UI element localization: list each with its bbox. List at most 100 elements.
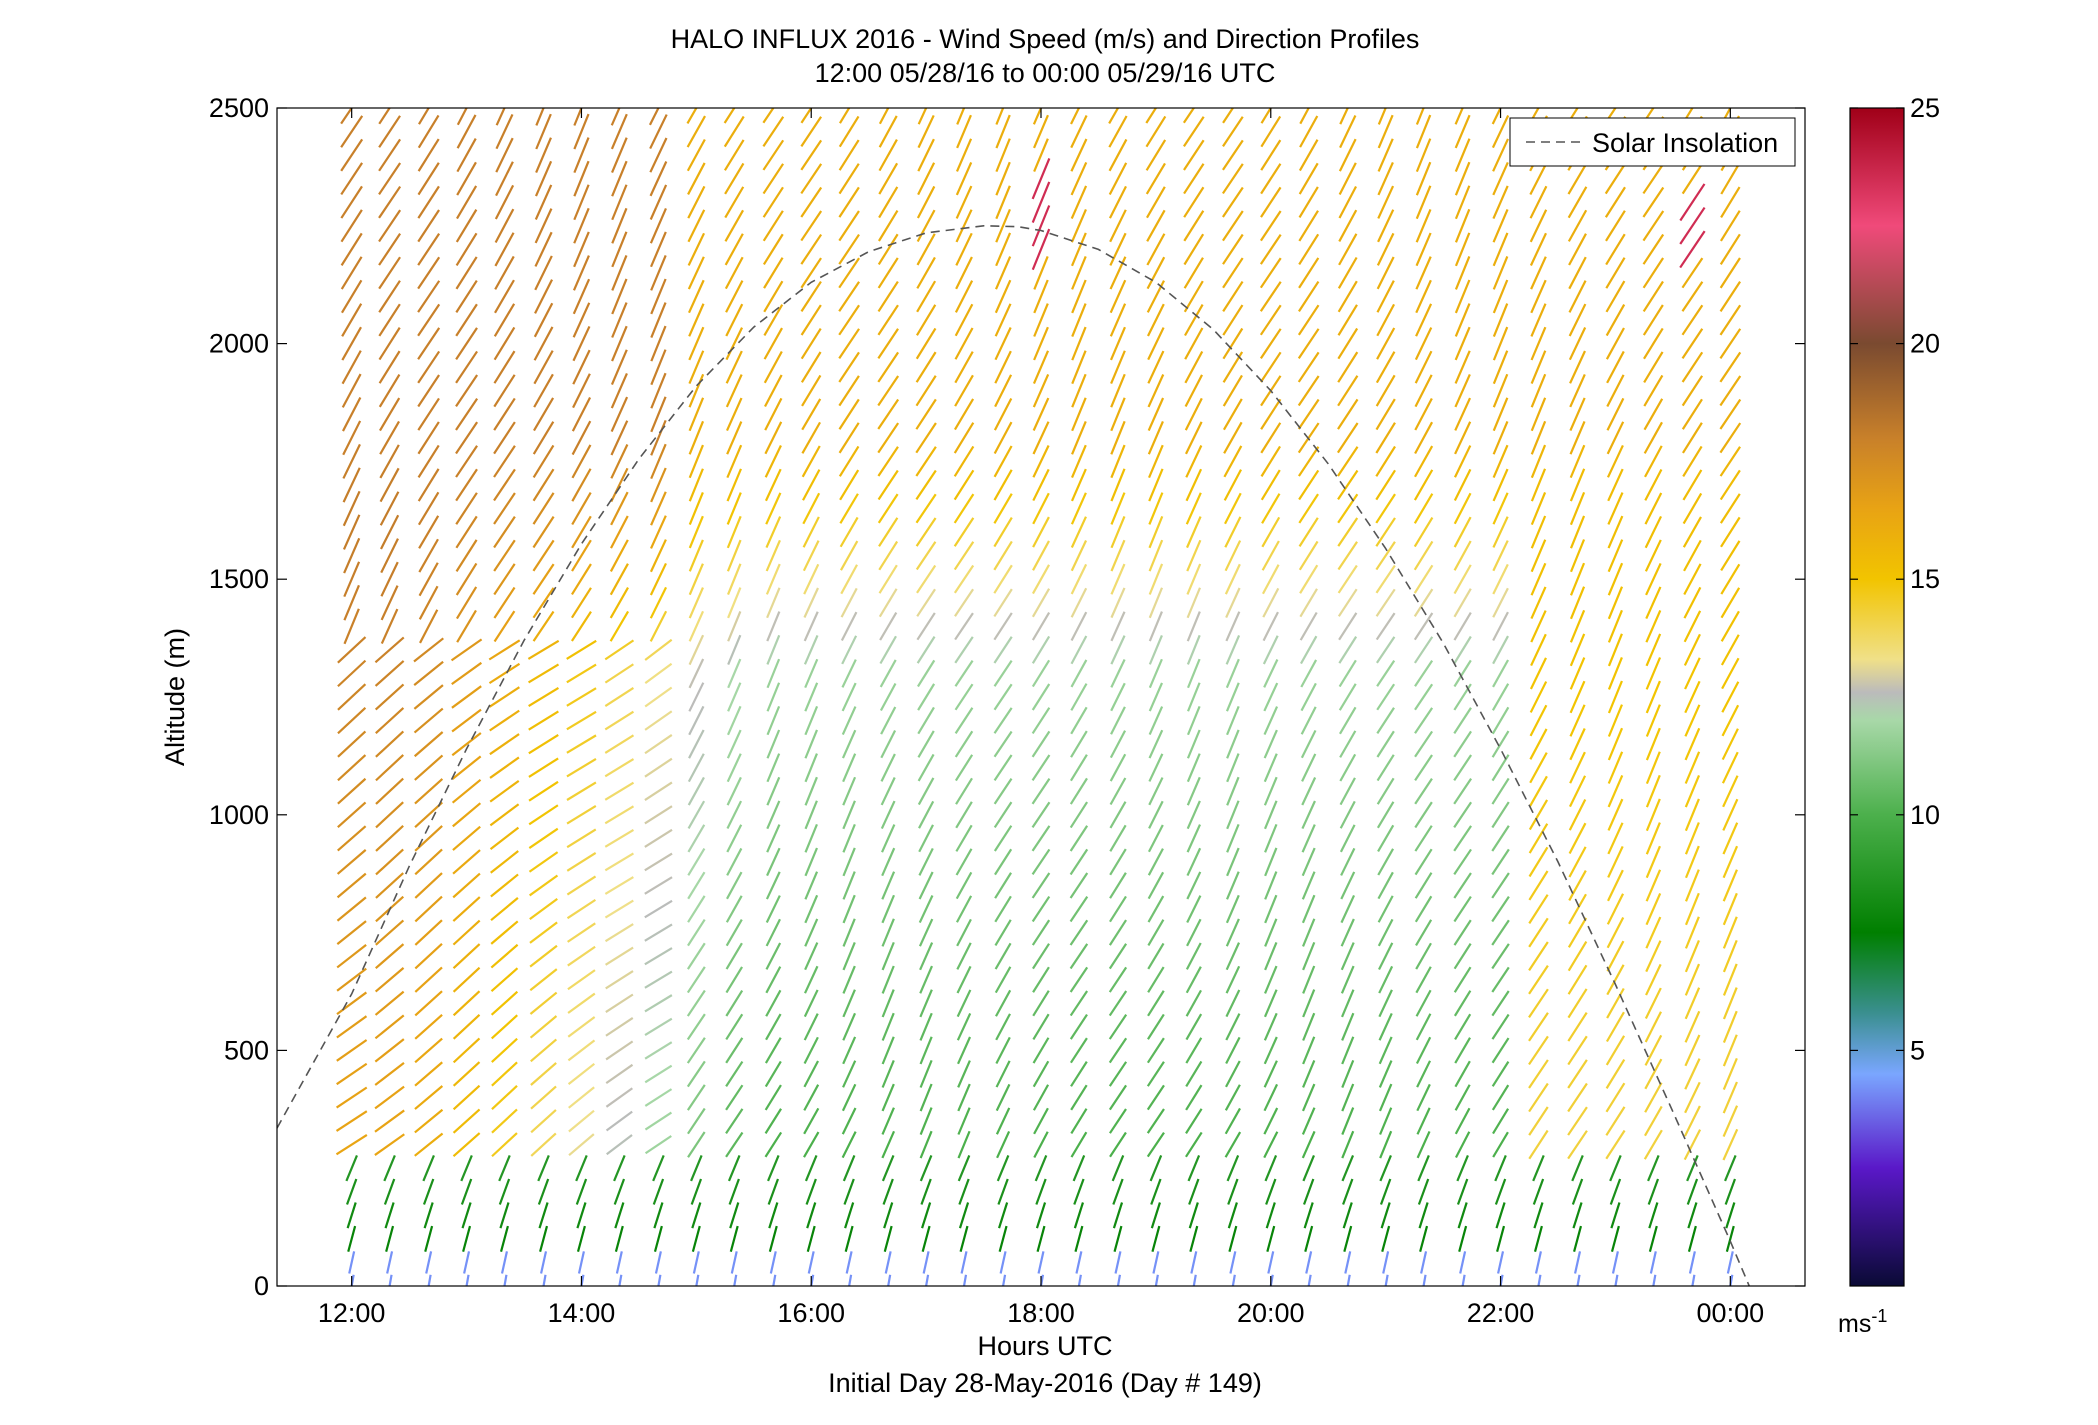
wind-barb <box>1263 706 1279 735</box>
wind-barb <box>918 847 934 876</box>
wind-barb <box>1605 1058 1626 1089</box>
wind-barb <box>1225 989 1241 1018</box>
wind-barb <box>1108 138 1128 172</box>
wind-barb <box>611 302 628 338</box>
wind-barb <box>1301 871 1316 900</box>
wind-barb <box>1568 327 1587 361</box>
wind-barb <box>762 233 784 266</box>
wind-barb <box>1530 468 1547 502</box>
wind-barb <box>413 707 444 734</box>
wind-barb <box>1339 706 1357 735</box>
wind-barb <box>1528 846 1549 878</box>
wind-barb <box>838 115 860 148</box>
wind-barb <box>1031 683 1051 711</box>
wind-barb <box>1683 1105 1701 1137</box>
wind-barb <box>1145 108 1158 124</box>
wind-barb <box>1453 825 1472 852</box>
y-tick-label: 2500 <box>209 93 269 123</box>
wind-barb <box>375 730 405 758</box>
wind-barb <box>995 161 1011 196</box>
wind-barb <box>1683 633 1701 666</box>
wind-barb <box>954 612 974 641</box>
wind-barb <box>1300 729 1317 759</box>
wind-barb <box>1529 209 1548 243</box>
colorbar-unit-exponent: -1 <box>1871 1306 1887 1326</box>
wind-barb <box>1381 1225 1391 1252</box>
wind-barb <box>887 1274 892 1286</box>
wind-barb <box>1108 1037 1128 1064</box>
wind-barb <box>568 1086 595 1109</box>
wind-barb <box>1461 1274 1466 1286</box>
wind-barb <box>417 303 441 337</box>
wind-barb <box>567 945 596 967</box>
wind-barb <box>766 634 781 665</box>
wind-barb <box>880 777 896 806</box>
wind-barb <box>1148 682 1164 712</box>
wind-barb <box>877 469 899 501</box>
wind-barb <box>503 1274 508 1286</box>
x-tick-label: 16:00 <box>777 1298 845 1328</box>
wind-barb <box>1605 1106 1626 1136</box>
wind-barb <box>1075 1251 1083 1274</box>
wind-barb <box>997 1178 1009 1205</box>
wind-barb <box>572 255 590 291</box>
wind-barb <box>881 1083 895 1112</box>
wind-barb <box>572 373 591 409</box>
wind-barb <box>1071 350 1087 385</box>
wind-barb <box>803 1131 820 1158</box>
wind-barb <box>1492 421 1509 455</box>
wind-barb <box>1528 1059 1549 1089</box>
wind-barb <box>532 610 555 642</box>
wind-barb <box>1186 705 1201 736</box>
wind-barb <box>1260 139 1282 171</box>
wind-barb <box>1491 872 1510 899</box>
wind-barb <box>1642 280 1664 313</box>
wind-barb <box>1186 800 1201 830</box>
wind-barb <box>1683 563 1702 596</box>
wind-barb <box>687 871 706 900</box>
wind-barb <box>1260 422 1282 454</box>
wind-barb <box>1263 1060 1278 1088</box>
wind-barb <box>610 491 629 526</box>
wind-barb <box>1569 515 1586 549</box>
wind-barb <box>488 662 521 685</box>
wind-barb <box>1263 1083 1279 1112</box>
wind-barb <box>1414 374 1433 408</box>
wind-barb <box>766 729 781 759</box>
wind-barb <box>1497 1251 1505 1274</box>
wind-barb <box>838 422 860 454</box>
wind-barb <box>1032 350 1050 384</box>
wind-barb <box>611 278 628 315</box>
wind-barb <box>1109 209 1127 243</box>
wind-barb <box>1572 1202 1583 1229</box>
wind-barb <box>650 231 667 268</box>
wind-barb <box>341 373 362 408</box>
wind-barb <box>688 729 705 759</box>
wind-barb <box>1414 754 1433 781</box>
wind-barb <box>1453 895 1472 923</box>
wind-barb <box>956 965 972 994</box>
wind-barb <box>729 1225 739 1252</box>
wind-barb <box>1528 917 1549 948</box>
wind-barb <box>493 468 516 502</box>
wind-barb <box>1684 704 1701 737</box>
wind-barb <box>804 776 818 806</box>
wind-barb <box>954 280 974 313</box>
wind-barb <box>800 186 823 218</box>
wind-barb <box>994 919 1012 946</box>
wind-barb <box>1339 753 1357 782</box>
wind-barb <box>1377 108 1387 125</box>
wind-barb <box>605 1017 634 1037</box>
wind-barb <box>1109 824 1127 852</box>
wind-barb <box>1645 704 1661 737</box>
wind-barb <box>414 895 443 923</box>
wind-barb <box>955 895 973 923</box>
wind-barb <box>1227 1178 1239 1205</box>
wind-barb <box>572 302 591 338</box>
wind-barb <box>725 989 744 1017</box>
wind-barb <box>1414 848 1433 876</box>
wind-barb <box>917 777 935 806</box>
wind-barb <box>1492 185 1509 219</box>
wind-barb <box>1069 966 1089 993</box>
